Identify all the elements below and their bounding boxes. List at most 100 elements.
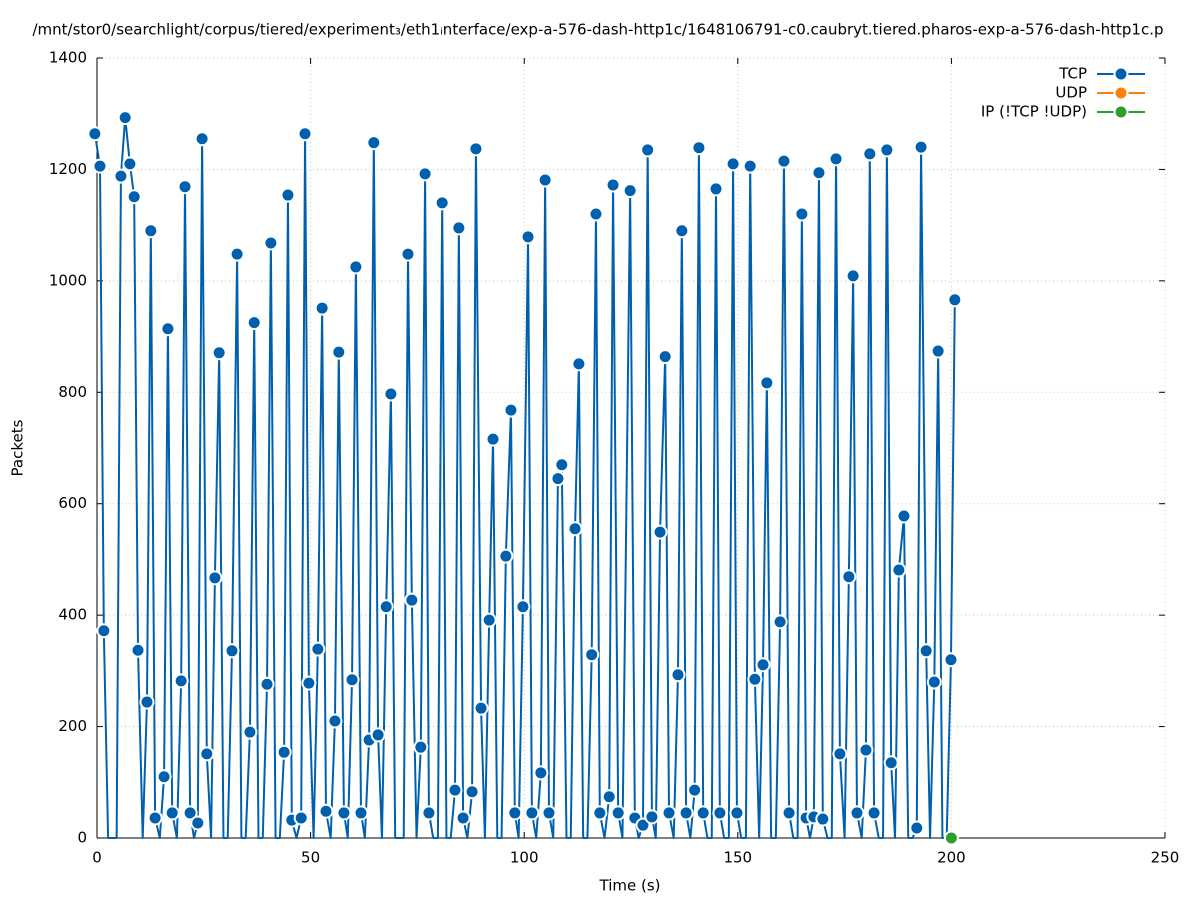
legend-label: IP (!TCP !UDP) xyxy=(981,103,1087,121)
data-point xyxy=(712,805,728,821)
data-point xyxy=(117,110,133,126)
data-point xyxy=(246,315,262,331)
series xyxy=(943,830,959,846)
data-point xyxy=(515,599,531,615)
data-point xyxy=(943,652,959,668)
data-point xyxy=(601,789,617,805)
legend-marker xyxy=(1113,66,1129,82)
data-point xyxy=(622,183,638,199)
data-point xyxy=(592,805,608,821)
data-point xyxy=(845,268,861,284)
data-point xyxy=(674,223,690,239)
data-point xyxy=(139,694,155,710)
data-point xyxy=(772,614,788,630)
data-point xyxy=(126,189,142,205)
legend-label: TCP xyxy=(1058,65,1087,83)
data-point xyxy=(224,643,240,659)
data-point xyxy=(533,765,549,781)
data-point xyxy=(229,246,245,262)
data-point xyxy=(524,805,540,821)
data-point xyxy=(747,671,763,687)
data-point xyxy=(670,667,686,683)
data-point xyxy=(276,744,292,760)
data-point xyxy=(605,177,621,193)
data-point xyxy=(943,830,959,846)
data-point xyxy=(947,292,963,308)
data-point xyxy=(156,769,172,785)
data-point xyxy=(678,805,694,821)
data-point xyxy=(554,457,570,473)
y-tick-label: 400 xyxy=(58,606,87,624)
data-point xyxy=(776,153,792,169)
data-point xyxy=(464,784,480,800)
data-point xyxy=(849,805,865,821)
y-tick-label: 600 xyxy=(58,494,87,512)
data-point xyxy=(190,815,206,831)
data-point xyxy=(417,166,433,182)
x-tick-label: 250 xyxy=(1151,849,1180,867)
data-point xyxy=(781,805,797,821)
data-point xyxy=(640,142,656,158)
data-point xyxy=(207,570,223,586)
data-point xyxy=(541,805,557,821)
y-tick-label: 1200 xyxy=(49,160,87,178)
x-tick-label: 100 xyxy=(510,849,539,867)
series xyxy=(87,110,963,839)
data-point xyxy=(400,246,416,262)
data-point xyxy=(610,805,626,821)
data-point xyxy=(177,179,193,195)
x-tick-label: 50 xyxy=(301,849,320,867)
data-point xyxy=(92,158,108,174)
data-point xyxy=(366,135,382,151)
data-point xyxy=(862,146,878,162)
data-point xyxy=(841,569,857,585)
data-point xyxy=(794,206,810,222)
data-point xyxy=(421,805,437,821)
data-point xyxy=(468,141,484,157)
data-point xyxy=(383,386,399,402)
data-point xyxy=(447,782,463,798)
legend-marker xyxy=(1113,104,1129,120)
data-point xyxy=(896,508,912,524)
y-tick-label: 200 xyxy=(58,717,87,735)
data-point xyxy=(481,612,497,628)
data-point xyxy=(242,724,258,740)
data-point xyxy=(378,599,394,615)
series-line xyxy=(93,116,956,839)
data-point xyxy=(455,810,471,826)
data-point xyxy=(891,562,907,578)
x-axis-label: Time (s) xyxy=(599,877,661,895)
data-point xyxy=(143,223,159,239)
data-point xyxy=(122,156,138,172)
data-point xyxy=(301,675,317,691)
data-point xyxy=(173,673,189,689)
data-point xyxy=(199,746,215,762)
data-point xyxy=(755,657,771,673)
data-point xyxy=(130,642,146,658)
data-point xyxy=(507,805,523,821)
y-tick-label: 800 xyxy=(58,383,87,401)
chart-title: /mnt/stor0/searchlight/corpus/tiered/exp… xyxy=(32,21,1163,39)
data-point xyxy=(87,126,103,142)
y-tick-label: 0 xyxy=(77,829,87,847)
x-tick-label: 150 xyxy=(723,849,752,867)
data-point xyxy=(687,782,703,798)
data-point xyxy=(832,746,848,762)
data-point xyxy=(913,139,929,155)
data-point xyxy=(310,641,326,657)
x-tick-label: 200 xyxy=(937,849,966,867)
data-point xyxy=(811,165,827,181)
data-point xyxy=(182,805,198,821)
data-point xyxy=(160,321,176,337)
data-point xyxy=(331,344,347,360)
data-point xyxy=(370,727,386,743)
data-point xyxy=(314,300,330,316)
y-axis-label: Packets xyxy=(9,419,27,476)
data-point xyxy=(725,156,741,172)
data-point xyxy=(353,805,369,821)
data-point xyxy=(759,375,775,391)
data-point xyxy=(858,742,874,758)
data-point xyxy=(742,158,758,174)
data-point xyxy=(520,229,536,245)
